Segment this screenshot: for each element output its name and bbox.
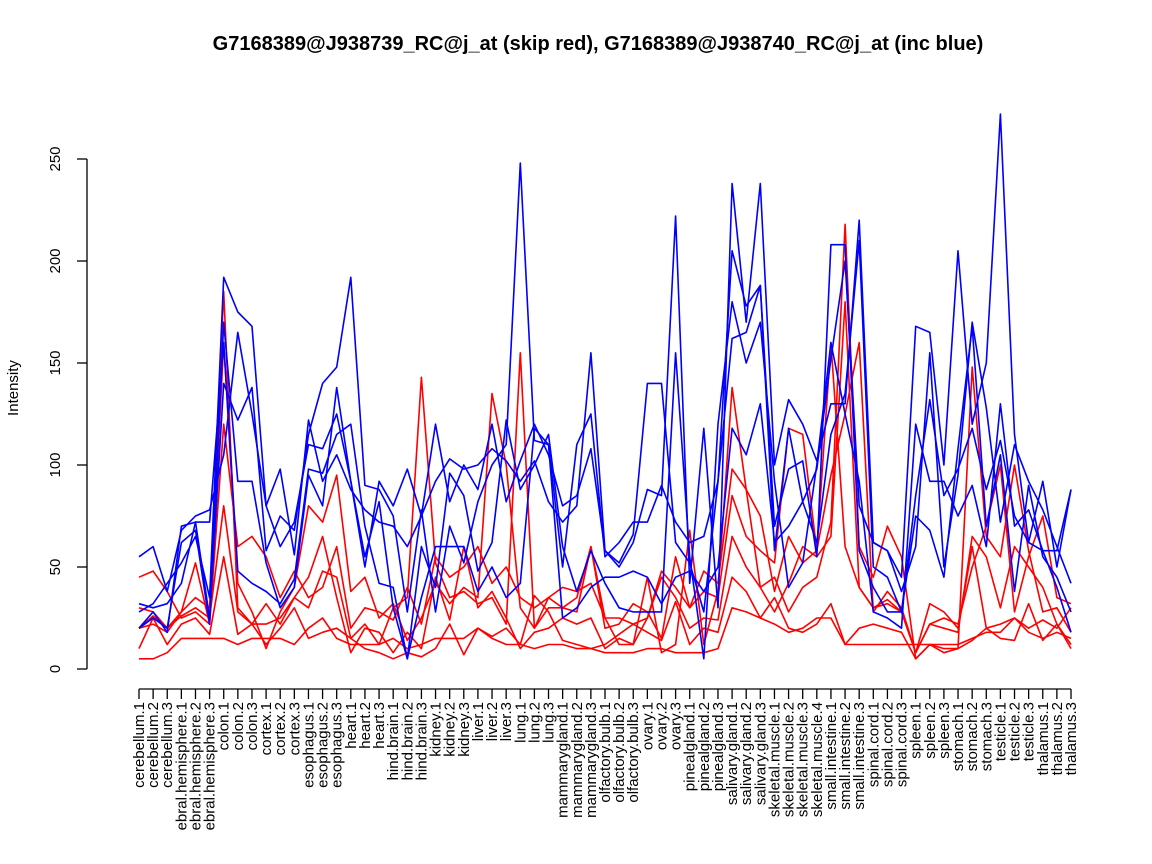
x-tick-label: skeletal.muscle.3 — [795, 702, 812, 817]
x-tick-label: spinal.cord.2 — [879, 702, 896, 787]
x-tick-label: cortex.3 — [286, 702, 303, 755]
y-tick-label: 150 — [47, 350, 64, 375]
series-line-inc-9 — [138, 162, 1072, 634]
x-tick-label: spinal.cord.1 — [865, 702, 882, 787]
x-tick-label: lung.1 — [512, 702, 529, 743]
x-tick-label: ovary.3 — [668, 702, 685, 750]
x-tick-label: hind.brain.1 — [385, 702, 402, 780]
x-tick-label: hind.brain.3 — [413, 702, 430, 780]
x-tick-label: lung.2 — [526, 702, 543, 743]
series-line-skip-4 — [139, 606, 1072, 660]
x-tick-label: salivary.gland.3 — [752, 702, 769, 805]
x-tick-label: spleen.2 — [922, 702, 939, 759]
x-tick-label: liver.2 — [484, 702, 501, 741]
x-tick-label: olfactory.bulb.1 — [597, 702, 614, 803]
y-tick-label: 0 — [47, 665, 64, 673]
x-tick-label: olfactory.bulb.3 — [625, 702, 642, 803]
x-tick-label: pinealgland.2 — [696, 702, 713, 791]
series-layer — [138, 113, 1072, 660]
x-tick-label: stomach.1 — [950, 702, 967, 771]
x-tick-label: colon.1 — [216, 702, 233, 750]
x-tick-label: spinal.cord.3 — [894, 702, 911, 787]
x-tick-label: ovary.1 — [639, 702, 656, 750]
series-line-skip-1 — [138, 555, 1072, 660]
x-tick-label: esophagus.2 — [315, 702, 332, 788]
x-tick-label: small.intestine.3 — [851, 702, 868, 810]
x-tick-label: skeletal.muscle.2 — [781, 702, 798, 817]
x-tick-label: heart.1 — [343, 702, 360, 749]
x-tick-label: esophagus.1 — [300, 702, 317, 788]
x-tick-label: thalamus.3 — [1063, 702, 1080, 775]
x-tick-label: hind.brain.2 — [399, 702, 416, 780]
x-tick-label: cerebellum.1 — [131, 702, 148, 788]
series-line-inc-10 — [138, 300, 1072, 660]
x-tick-label: salivary.gland.1 — [724, 702, 741, 805]
x-tick-label: thalamus.2 — [1049, 702, 1066, 775]
x-tick-label: esophagus.3 — [329, 702, 346, 788]
x-tick-label: stomach.3 — [978, 702, 995, 771]
x-tick-label: skeletal.muscle.4 — [809, 702, 826, 817]
x-tick-label: olfactory.bulb.2 — [611, 702, 628, 803]
x-tick-label: ebral.hemisphere.3 — [202, 702, 219, 830]
x-tick-label: heart.2 — [357, 702, 374, 749]
x-tick-label: salivary.gland.2 — [738, 702, 755, 805]
x-tick-label: colon.2 — [230, 702, 247, 750]
x-tick-label: pinealgland.3 — [710, 702, 727, 791]
series-line-skip-3 — [138, 341, 1072, 654]
x-tick-label: skeletal.muscle.1 — [766, 702, 783, 817]
y-axis: 0 50 100 150 200 250 — [47, 146, 88, 673]
y-axis-label: Intensity — [5, 360, 22, 416]
x-tick-label: kidney.2 — [442, 702, 459, 757]
x-tick-label: liver.3 — [498, 702, 515, 741]
x-tick-label: colon.3 — [244, 702, 261, 750]
x-tick-label: kidney.1 — [428, 702, 445, 757]
x-tick-label: testicle.3 — [1021, 702, 1038, 761]
x-tick-label: ebral.hemisphere.2 — [187, 702, 204, 830]
x-tick-label: small.intestine.1 — [823, 702, 840, 810]
x-tick-label: liver.1 — [470, 702, 487, 741]
x-tick-label: mammarygland.3 — [583, 702, 600, 818]
x-tick-label: spleen.3 — [936, 702, 953, 759]
x-tick-label: cerebellum.3 — [159, 702, 176, 788]
y-tick-label: 200 — [47, 248, 64, 273]
x-tick-label: mammarygland.2 — [569, 702, 586, 818]
x-tick-label: thalamus.1 — [1035, 702, 1052, 775]
x-tick-label: mammarygland.1 — [555, 702, 572, 818]
chart-title: G7168389@J938739_RC@j_at (skip red), G71… — [213, 33, 984, 55]
x-tick-label: cortex.1 — [258, 702, 275, 755]
x-tick-label: pinealgland.1 — [682, 702, 699, 791]
y-tick-label: 100 — [47, 452, 64, 477]
y-tick-label: 50 — [47, 559, 64, 576]
x-tick-label: small.intestine.2 — [837, 702, 854, 810]
x-tick-label: testicle.2 — [1007, 702, 1024, 761]
x-tick-label: kidney.3 — [456, 702, 473, 757]
series-line-skip-5 — [138, 223, 1072, 660]
x-tick-label: testicle.1 — [992, 702, 1009, 761]
series-line-skip-6 — [138, 341, 1072, 654]
x-tick-label: ebral.hemisphere.1 — [173, 702, 190, 830]
x-tick-label: ovary.2 — [653, 702, 670, 750]
x-tick-label: heart.3 — [371, 702, 388, 749]
x-tick-label: lung.3 — [541, 702, 558, 743]
x-tick-label: cerebellum.2 — [145, 702, 162, 788]
x-tick-label: spleen.1 — [908, 702, 925, 759]
y-tick-label: 250 — [47, 146, 64, 171]
series-line-skip-2 — [138, 300, 1072, 654]
series-line-inc-11 — [138, 239, 1072, 660]
x-tick-label: cortex.2 — [272, 702, 289, 755]
x-tick-label: stomach.2 — [964, 702, 981, 771]
x-axis: cerebellum.1cerebellum.2cerebellum.3ebra… — [131, 688, 1080, 830]
